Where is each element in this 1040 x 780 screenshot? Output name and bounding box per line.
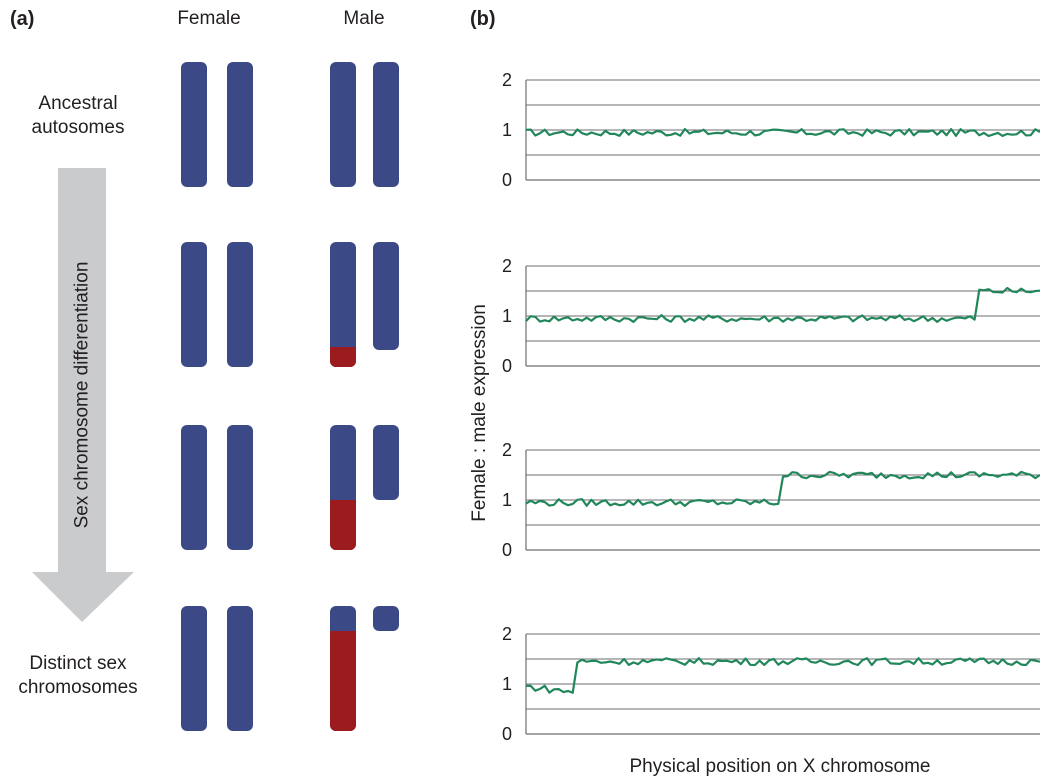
female-chromosome-1-1: [181, 62, 207, 187]
expression-series-line-3: [526, 472, 1040, 506]
y-tick-label-0: 0: [502, 540, 512, 556]
y-axis-label-wrap: Female : male expression: [340, 400, 620, 426]
y-tick-label-1: 1: [502, 674, 512, 694]
ancestral-autosomes-label: Ancestral autosomes: [0, 92, 168, 140]
arrow-label-wrap: Sex chromosome differentiation: [0, 382, 282, 408]
male-x-nonrecombining-region-4: [330, 631, 356, 731]
male-y-chromosome-3: [373, 425, 399, 500]
y-tick-label-2: 2: [502, 624, 512, 644]
y-tick-label-2: 2: [502, 256, 512, 276]
expression-chart-3: 2 1 0: [486, 436, 1040, 556]
y-tick-label-1: 1: [502, 490, 512, 510]
male-x-nonrecombining-region-3: [330, 500, 356, 550]
arrow-label: Sex chromosome differentiation: [71, 262, 93, 529]
expression-chart-2: 2 1 0: [486, 252, 1040, 372]
y-tick-label-0: 0: [502, 724, 512, 740]
distinct-label-line2: chromosomes: [0, 676, 168, 700]
expression-chart-4: 2 1 0: [486, 620, 1040, 740]
expression-chart-1: 2 1 0: [486, 66, 1040, 186]
y-tick-label-0: 0: [502, 356, 512, 372]
female-chromosome-4-1: [181, 606, 207, 731]
female-column-header: Female: [159, 8, 259, 30]
male-y-chromosome-2: [373, 242, 399, 350]
y-tick-label-0: 0: [502, 170, 512, 186]
male-x-chromosome-2: [330, 242, 356, 367]
female-chromosome-3-1: [181, 425, 207, 550]
male-x-chromosome-3: [330, 425, 356, 550]
ancestral-label-line2: autosomes: [0, 116, 168, 140]
y-tick-label-1: 1: [502, 120, 512, 140]
y-tick-label-1: 1: [502, 306, 512, 326]
distinct-sex-chromosomes-label: Distinct sex chromosomes: [0, 652, 168, 700]
male-x-nonrecombining-region-2: [330, 347, 356, 367]
male-x-chromosome-1: [330, 62, 356, 187]
expression-series-line-4: [526, 658, 1040, 693]
panel-a-label: (a): [10, 8, 34, 31]
female-chromosome-1-2: [227, 62, 253, 187]
y-tick-label-2: 2: [502, 70, 512, 90]
female-chromosome-4-2: [227, 606, 253, 731]
x-axis-label: Physical position on X chromosome: [520, 756, 1040, 778]
male-x-chromosome-4: [330, 606, 356, 731]
male-y-chromosome-1: [373, 62, 399, 187]
ancestral-label-line1: Ancestral: [0, 92, 168, 116]
panel-b-label: (b): [470, 8, 496, 31]
expression-series-line-2: [526, 288, 1040, 322]
male-y-chromosome-4: [373, 606, 399, 631]
female-chromosome-2-1: [181, 242, 207, 367]
female-chromosome-2-2: [227, 242, 253, 367]
female-chromosome-3-2: [227, 425, 253, 550]
distinct-label-line1: Distinct sex: [0, 652, 168, 676]
y-tick-label-2: 2: [502, 440, 512, 460]
male-column-header: Male: [314, 8, 414, 30]
